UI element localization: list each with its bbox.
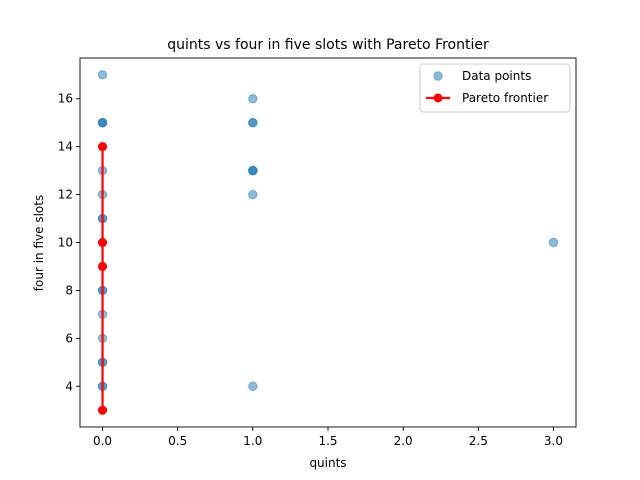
legend-box	[419, 63, 571, 113]
y-tick-label: 12	[58, 188, 73, 202]
y-tick-label: 16	[58, 92, 73, 106]
legend-marker-pareto	[433, 93, 443, 103]
data-point	[548, 237, 559, 248]
data-point	[248, 165, 258, 176]
x-tick-label: 1.0	[243, 434, 262, 448]
x-axis: 0.0 0.5 1.0 1.5 2.0 2.5 3.0	[93, 427, 563, 448]
y-axis: 4 6 8 10 12 14 16	[58, 92, 80, 393]
x-tick-label: 2.5	[469, 434, 488, 448]
y-tick-label: 6	[65, 331, 73, 345]
x-tick-label: 2.0	[394, 434, 413, 448]
x-tick-label: 1.5	[318, 434, 337, 448]
legend-label: Data points	[462, 69, 531, 83]
y-tick-label: 10	[58, 236, 73, 250]
y-tick-label: 4	[65, 379, 73, 393]
pareto-point	[98, 238, 108, 247]
legend-marker-data-points	[433, 71, 443, 81]
data-point	[97, 70, 108, 80]
x-tick-label: 0.5	[168, 434, 187, 448]
data-point	[248, 94, 258, 104]
pareto-point	[98, 142, 108, 152]
y-tick-label: 14	[58, 140, 73, 154]
pareto-point	[98, 261, 108, 271]
legend: Data points Pareto frontier	[419, 63, 571, 113]
chart-title: quints vs four in five slots with Pareto…	[167, 37, 489, 53]
x-tick-label: 0.0	[93, 434, 112, 448]
plot-content	[97, 70, 559, 415]
y-tick-label: 8	[65, 283, 73, 297]
data-point	[97, 117, 108, 128]
data-point	[248, 117, 258, 128]
legend-label: Pareto frontier	[462, 91, 548, 105]
x-tick-label: 3.0	[544, 434, 563, 448]
x-axis-label: quints	[309, 456, 346, 470]
pareto-point	[98, 405, 108, 415]
y-axis-label: four in five slots	[32, 195, 46, 291]
data-point	[248, 381, 258, 391]
data-point	[248, 189, 258, 200]
